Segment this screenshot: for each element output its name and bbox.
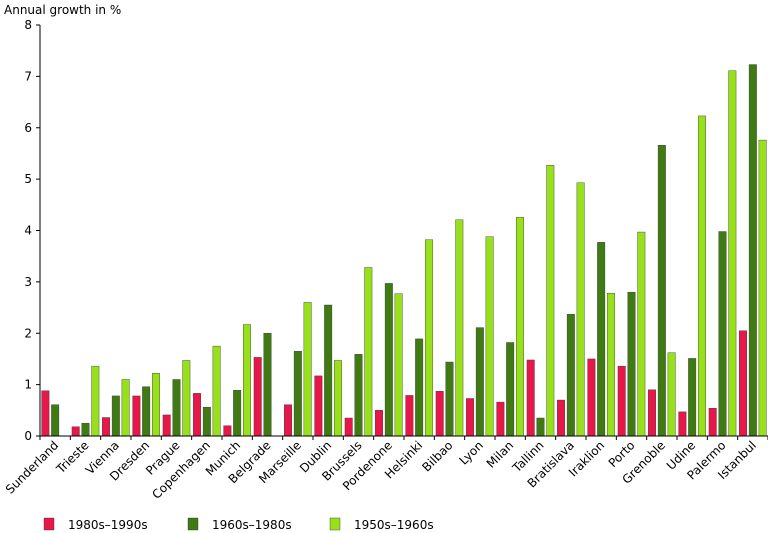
bar-sunderland-series-0 — [41, 390, 50, 437]
bar-milan-series-1 — [506, 342, 515, 437]
y-tick-label: 6 — [24, 121, 32, 135]
bar-istanbul-series-1 — [748, 64, 757, 437]
bar-brussels-series-0 — [344, 417, 353, 437]
bar-sunderland-series-1 — [51, 404, 60, 437]
bar-bratislava-series-1 — [566, 314, 575, 437]
bar-bilbao-series-2 — [455, 219, 464, 437]
bar-marseille-series-2 — [303, 302, 312, 437]
bar-grenoble-series-1 — [657, 145, 666, 437]
bar-tallinn-series-0 — [526, 359, 535, 437]
bar-trieste-series-0 — [71, 426, 80, 437]
bar-prague-series-1 — [172, 379, 181, 437]
bar-porto-series-0 — [617, 365, 626, 437]
bar-tallinn-series-1 — [536, 417, 545, 437]
bar-helsinki-series-2 — [425, 239, 433, 437]
legend-label: 1950s–1960s — [354, 518, 434, 532]
bar-helsinki-series-0 — [405, 395, 414, 437]
legend-swatch — [329, 517, 341, 531]
bar-iraklion-series-1 — [597, 242, 606, 437]
legend-label: 1960s–1980s — [212, 518, 292, 532]
bar-vienna-series-2 — [121, 379, 130, 437]
bar-porto-series-2 — [637, 231, 646, 437]
bar-iraklion-series-0 — [587, 358, 596, 437]
y-axis-ticks: 0 1 2 3 4 5 6 7 8 — [24, 18, 40, 443]
bar-prague-series-2 — [182, 360, 191, 437]
bar-dublin-series-0 — [314, 375, 323, 437]
bar-istanbul-series-0 — [739, 330, 747, 437]
bar-lyon-series-1 — [475, 327, 484, 437]
bars-group — [41, 64, 767, 437]
bar-belgrade-series-0 — [253, 357, 262, 437]
y-tick-label: 1 — [24, 378, 32, 392]
bar-marseille-series-0 — [284, 404, 292, 437]
bar-bilbao-series-0 — [435, 391, 444, 437]
x-tick-label: Bilbao — [419, 438, 455, 474]
bar-palermo-series-0 — [708, 408, 717, 437]
y-tick-label: 5 — [24, 172, 32, 186]
bar-belgrade-series-1 — [263, 333, 272, 437]
bar-udine-series-2 — [698, 115, 706, 437]
bar-copenhagen-series-1 — [202, 407, 211, 437]
legend-swatch — [43, 517, 55, 531]
bar-milan-series-2 — [516, 216, 524, 437]
bar-trieste-series-2 — [91, 365, 100, 437]
bar-tallinn-series-2 — [546, 165, 555, 437]
bar-palermo-series-1 — [718, 231, 727, 437]
bar-udine-series-1 — [688, 358, 697, 437]
bar-pordenone-series-1 — [384, 283, 393, 437]
y-tick-label: 2 — [24, 326, 32, 340]
bar-istanbul-series-2 — [758, 139, 767, 437]
legend: 1980s–1990s 1960s–1980s 1950s–1960s — [43, 517, 434, 532]
bar-udine-series-0 — [678, 411, 687, 437]
y-tick-label: 8 — [24, 18, 32, 32]
bar-marseille-series-1 — [293, 351, 302, 437]
x-axis-ticks: SunderlandTriesteViennaDresdenPragueCope… — [3, 436, 768, 502]
bar-palermo-series-2 — [728, 70, 737, 437]
bar-vienna-series-1 — [111, 395, 120, 437]
bar-grenoble-series-0 — [648, 389, 656, 437]
bar-dublin-series-2 — [334, 360, 342, 437]
y-tick-label: 3 — [24, 275, 32, 289]
bar-vienna-series-0 — [102, 417, 110, 437]
bar-pordenone-series-0 — [375, 410, 383, 437]
bar-copenhagen-series-0 — [193, 393, 201, 437]
bar-helsinki-series-1 — [415, 338, 424, 437]
bar-milan-series-0 — [496, 401, 505, 437]
bar-prague-series-0 — [162, 414, 171, 437]
bar-bratislava-series-0 — [557, 399, 565, 437]
legend-swatch — [187, 517, 199, 531]
bar-iraklion-series-2 — [607, 292, 615, 437]
bar-dresden-series-1 — [142, 386, 151, 437]
y-axis-label: Annual growth in % — [4, 3, 121, 17]
bar-porto-series-1 — [627, 291, 636, 437]
bar-brussels-series-2 — [364, 267, 373, 437]
bar-munich-series-1 — [233, 390, 242, 437]
bar-bilbao-series-1 — [445, 361, 454, 437]
bar-dublin-series-1 — [324, 304, 333, 437]
y-tick-label: 7 — [24, 69, 32, 83]
bar-dresden-series-2 — [152, 373, 160, 437]
bar-munich-series-0 — [223, 425, 232, 437]
bar-munich-series-2 — [243, 324, 251, 437]
bar-copenhagen-series-2 — [212, 345, 221, 437]
legend-label: 1980s–1990s — [68, 518, 148, 532]
bar-dresden-series-0 — [132, 395, 141, 437]
bar-lyon-series-0 — [466, 398, 474, 437]
x-tick-label: Lyon — [457, 438, 486, 467]
bar-brussels-series-1 — [354, 354, 363, 437]
bar-trieste-series-1 — [81, 422, 90, 437]
y-tick-label: 0 — [24, 429, 32, 443]
bar-pordenone-series-2 — [394, 293, 403, 437]
bar-lyon-series-2 — [485, 236, 494, 437]
bar-grenoble-series-2 — [667, 352, 676, 437]
bar-bratislava-series-2 — [576, 182, 585, 437]
x-tick-label: Sunderland — [3, 438, 61, 496]
y-tick-label: 4 — [24, 224, 32, 238]
